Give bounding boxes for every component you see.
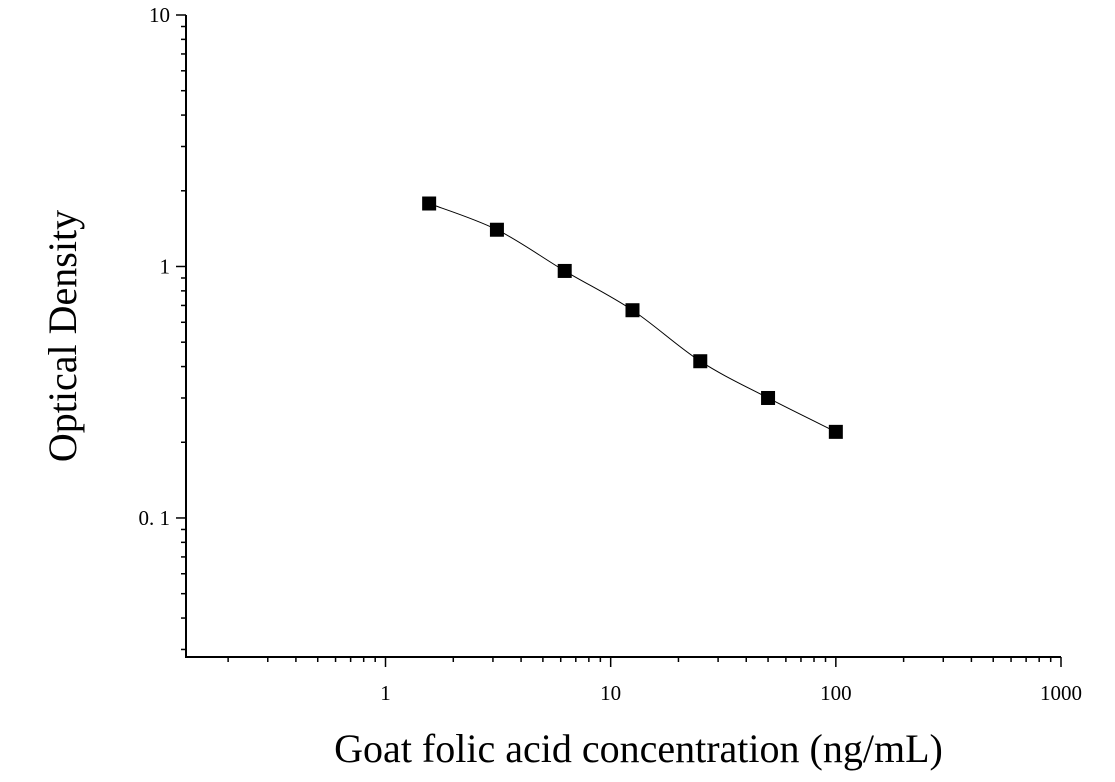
x-tick-label: 100: [820, 681, 852, 705]
x-tick-label: 10: [600, 681, 621, 705]
y-axis-title: Optical Density: [40, 210, 85, 462]
data-point-marker: [761, 390, 776, 405]
data-point-marker: [625, 303, 640, 318]
x-axis-tick-labels: 1 10 100 1000: [380, 681, 1082, 705]
data-point-marker: [489, 222, 504, 237]
y-tick-label: 0. 1: [139, 506, 171, 530]
x-tick-label: 1: [380, 681, 391, 705]
data-point-marker: [422, 196, 437, 211]
data-point-marker: [693, 354, 708, 369]
data-point-marker: [828, 424, 843, 439]
data-point-marker: [557, 263, 572, 278]
x-axis-title: Goat folic acid concentration (ng/mL): [334, 726, 943, 771]
y-tick-label: 1: [160, 254, 171, 278]
x-tick-label: 1000: [1040, 681, 1082, 705]
axes: [185, 15, 1061, 658]
x-axis-ticks: [227, 657, 1062, 667]
data-points: [422, 196, 843, 439]
y-axis-tick-labels: 10 1 0. 1: [139, 3, 171, 530]
y-axis-ticks: [176, 14, 186, 651]
y-tick-label: 10: [149, 3, 170, 27]
